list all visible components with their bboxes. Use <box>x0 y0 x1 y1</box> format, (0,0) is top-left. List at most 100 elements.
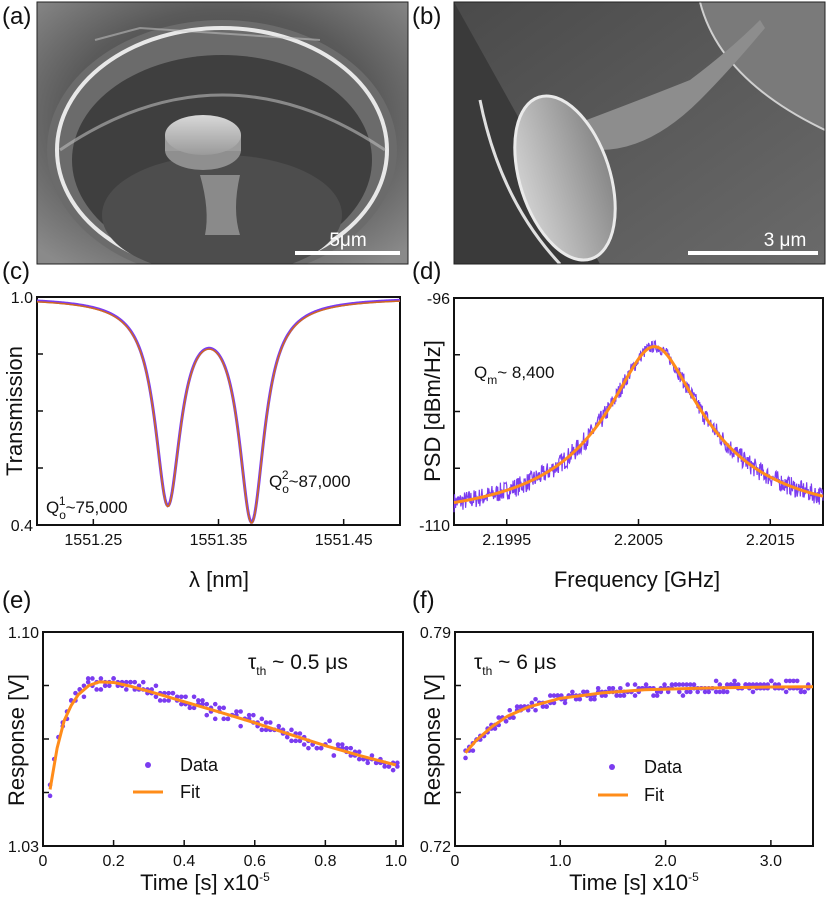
data-point <box>721 689 726 695</box>
data-point <box>102 683 108 689</box>
data-point <box>610 685 616 691</box>
data-point <box>555 693 560 698</box>
data-point <box>289 727 294 733</box>
annotation-q-m-main: Q <box>474 363 487 382</box>
data-point <box>470 748 476 753</box>
data-point <box>533 707 538 713</box>
data-point <box>592 696 597 702</box>
annotation-tau-f-rest: ~ 6 μs <box>492 651 556 674</box>
x-axis-label-d: Frequency [GHz] <box>554 567 720 592</box>
data-point <box>212 701 218 707</box>
data-point <box>544 704 549 709</box>
data-point <box>204 712 210 718</box>
x-axis-label-e-exp: -5 <box>259 870 270 884</box>
x-tick-label-d: 2.2005 <box>614 532 663 549</box>
y-tick-label-d: -110 <box>419 518 450 535</box>
data-point <box>339 742 345 747</box>
annotation-q-o2: Qo2~87,000 <box>269 468 351 496</box>
data-point <box>551 693 557 698</box>
x-tick-label-f: 1.0 <box>549 853 571 870</box>
data-point <box>724 682 730 687</box>
data-point <box>195 698 201 703</box>
x-tick-label-c: 1551.35 <box>190 532 248 549</box>
data-point <box>395 760 400 766</box>
data-point <box>238 709 243 714</box>
data-point <box>297 731 303 736</box>
data-point <box>386 764 392 769</box>
y-axis-label-c: Transmission <box>2 346 27 476</box>
y-axis-label-f: Response [V] <box>420 674 445 806</box>
fit-line <box>464 685 814 754</box>
data-point <box>794 678 800 684</box>
plot-frame-e <box>42 631 404 847</box>
data-point <box>170 690 176 696</box>
annotation-tau-e-rest: ~ 0.5 μs <box>266 651 348 674</box>
data-point <box>632 682 638 687</box>
x-tick-label-e: 0 <box>39 853 48 870</box>
data-point <box>81 694 87 700</box>
data-point <box>289 738 294 744</box>
data-point <box>669 682 675 687</box>
panel-label-e: (e) <box>2 587 31 614</box>
data-point <box>676 682 682 687</box>
data-point <box>492 726 498 731</box>
data-point <box>684 682 689 687</box>
sem-frame-a <box>36 1 409 265</box>
scale-label-a: 5μm <box>329 230 366 251</box>
sem-frame-b <box>453 1 826 265</box>
data-point <box>191 705 197 711</box>
data-point <box>662 682 667 687</box>
data-point <box>259 727 265 733</box>
annotation-q-o1: Qo1~75,000 <box>46 494 128 522</box>
data-point <box>123 679 129 685</box>
panel-label-d: (d) <box>412 258 441 285</box>
chart-f: 0 1.0 2.0 3.0 0.72 0.79 Time [s] x10-5 Respon… <box>420 625 814 895</box>
data-point <box>724 689 730 695</box>
data-point <box>603 693 608 698</box>
data-point <box>98 687 104 692</box>
data-point <box>673 682 678 687</box>
data-point <box>98 676 104 681</box>
data-point <box>225 716 231 722</box>
data-point <box>573 696 579 702</box>
panel-label-f: (f) <box>412 587 435 614</box>
data-point <box>514 704 520 709</box>
data-point <box>382 764 387 769</box>
x-tick-label-f: 2.0 <box>654 853 676 870</box>
data-point <box>791 678 796 684</box>
ticks-c: 1551.25 1551.35 1551.45 0.4 1.0 <box>11 290 373 549</box>
chart-e: 0 0.2 0.4 0.6 0.8 1.01.031.10 Time [s] x10-5 … <box>4 625 407 895</box>
y-axis-label-e: Response [V] <box>4 674 29 806</box>
x-tick-label-d: 2.2015 <box>746 532 795 549</box>
data-point <box>732 682 737 687</box>
data-point <box>276 723 282 729</box>
data-point <box>632 693 638 698</box>
data-point <box>680 693 686 698</box>
x-tick-label-f: 0 <box>451 853 460 870</box>
data-point <box>750 689 756 695</box>
data-point <box>318 745 324 751</box>
data-point <box>212 716 218 722</box>
ticks-e: 0 0.2 0.4 0.6 0.8 1.0 1.03 1.10 <box>8 625 407 870</box>
annotation-q-o2-rest: ~87,000 <box>289 472 351 491</box>
data-point <box>547 693 553 698</box>
transmission-fit-line <box>36 300 401 524</box>
data-point <box>94 687 99 692</box>
annotation-tau-e-main: τ <box>248 651 257 674</box>
x-axis-label-c: λ [nm] <box>189 567 249 592</box>
y-tick-label-f: 0.79 <box>420 625 451 642</box>
data-point <box>314 745 320 751</box>
data-point <box>356 756 362 762</box>
panel-label-c: (c) <box>2 258 30 285</box>
annotation-q-o1-rest: ~75,000 <box>66 498 128 517</box>
y-axis-label-d: PSD [dBm/Hz] <box>420 340 445 482</box>
annotation-q-o2-sub: o <box>282 482 289 496</box>
annotation-tau-f: τth ~ 6 μs <box>474 651 556 678</box>
data-point <box>496 715 502 720</box>
data-point <box>728 682 734 687</box>
data-point <box>691 682 697 687</box>
data-point <box>732 678 737 684</box>
chart-d: 2.1995 2.2005 2.2015 -110 -96 Frequency [GHz… <box>419 291 824 592</box>
sem-image-b <box>454 2 825 264</box>
data-point <box>735 682 741 687</box>
